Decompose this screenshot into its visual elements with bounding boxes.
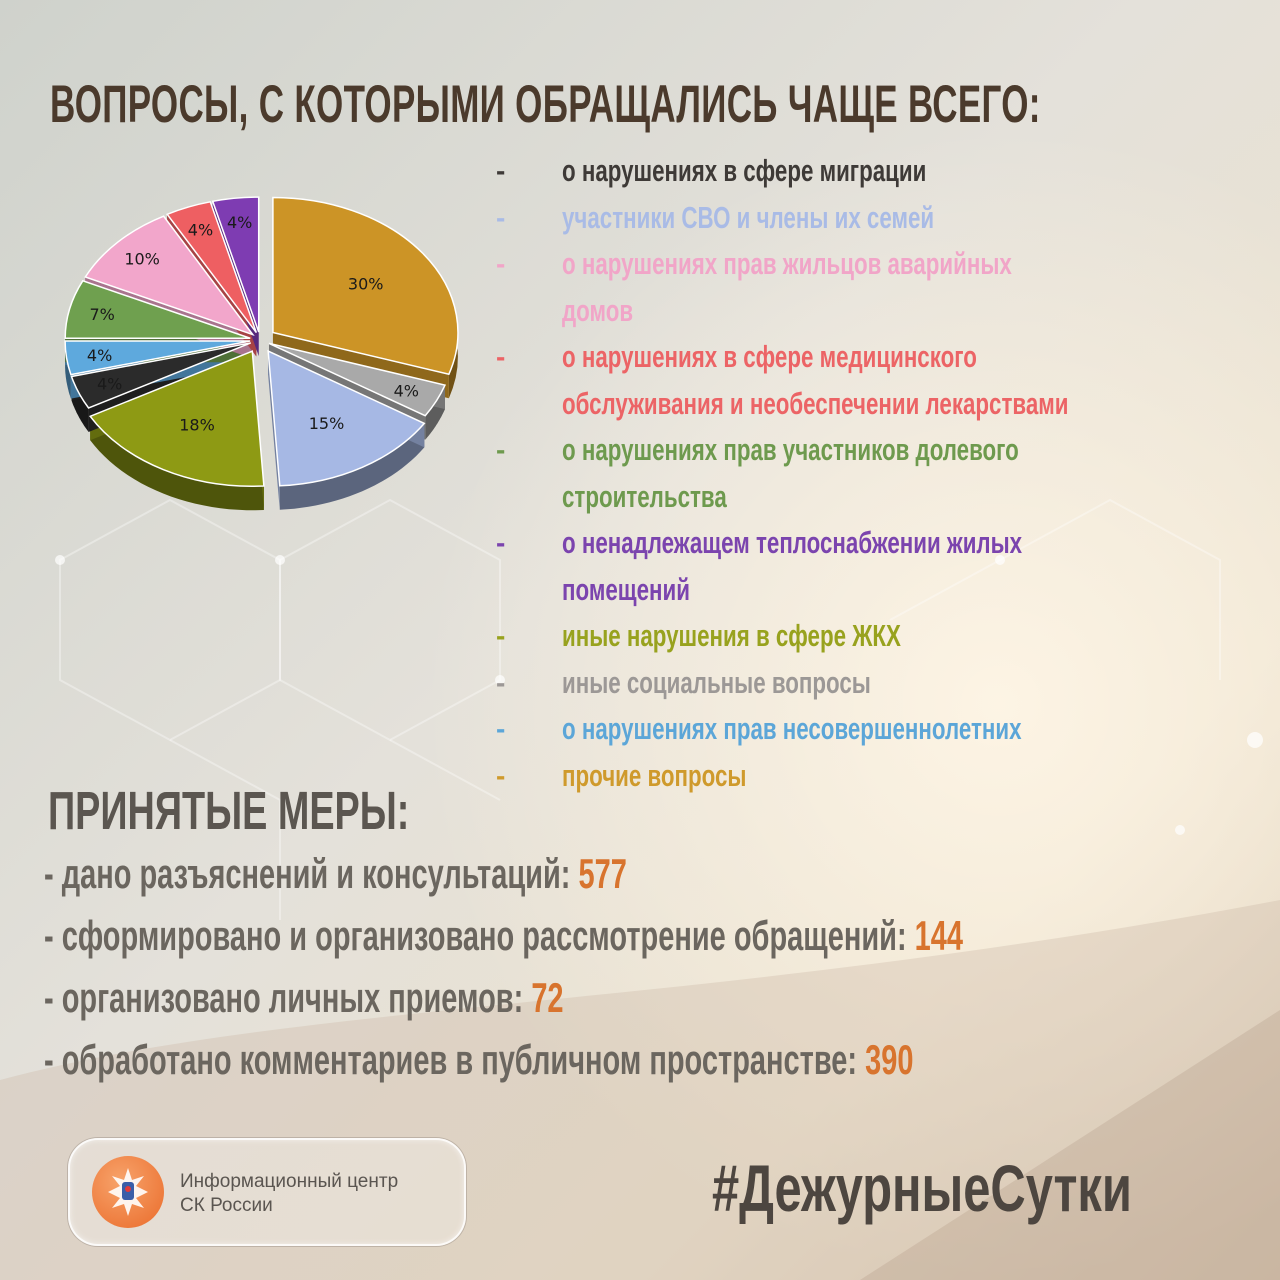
legend-dash: - [496,527,506,558]
pie-slice-label: 30% [348,274,384,293]
pie-slice [89,350,265,488]
logo-text-line1: Информационный центр [180,1171,399,1192]
legend-label: участники СВО и члены их семей [562,195,1072,242]
pie-slice-label: 4% [188,221,213,240]
measure-line: - обработано комментариев в публичном пр… [44,1036,913,1084]
legend-label: иные нарушения в сфере ЖКХ [562,613,1072,660]
legend-dash: - [496,620,506,651]
pie-slice-label: 4% [227,213,252,232]
logo-badge: Информационный центр СК России [68,1138,466,1246]
legend-label: о ненадлежащем теплоснабжении жилых помещ… [562,520,1072,613]
pie-slice-side [90,416,264,511]
legend-label-line: обслуживания и необеспечении лекарствами [562,385,1069,421]
legend-label: о нарушениях в сфере медицинского обслужи… [562,334,1072,427]
legend-label-line: помещений [562,571,690,607]
pie-slice [64,279,251,340]
legend-item: - о нарушениях в сфере медицинского обслуж… [490,334,1270,427]
legend-dash: - [496,713,506,744]
measure-value: 577 [578,850,627,897]
pie-slice-label: 10% [124,250,160,269]
legend-item: - о нарушениях прав участников долевого ст… [490,427,1270,520]
legend-label-line: участники СВО и члены их семей [562,199,935,235]
legend-dash: - [496,434,506,465]
pie-slice-label: 4% [394,382,419,401]
legend-dash: - [496,759,506,791]
legend-label-line: о нарушениях в сфере медицинского [562,339,977,374]
legend-item: - прочие вопросы [490,753,1270,800]
legend-label: иные социальные вопросы [562,660,1072,707]
legend-label-line: о нарушениях в сфере миграции [562,153,927,188]
legend-label-line: иные нарушения в сфере ЖКХ [562,618,901,653]
legend-label-line: иные социальные вопросы [562,664,871,700]
measure-line: - сформировано и организовано рассмотрен… [44,912,963,960]
legend-item: - о ненадлежащем теплоснабжении жилых поме… [490,520,1270,613]
legend-label-line: строительства [562,478,727,514]
legend-label-line: о ненадлежащем теплоснабжении жилых [562,525,1023,560]
legend: - о нарушениях в сфере миграции - участники… [490,148,1270,799]
pie-chart: 30% 4% 15% 18% 4% 4% 7% 10% 4% 4% [64,196,459,511]
measures-title: ПРИНЯТЫЕ МЕРЫ: [48,781,410,841]
pie-slice [267,349,426,487]
legend-dash: - [496,201,506,233]
legend-label: о нарушениях прав участников долевого стр… [562,427,1072,520]
emblem-icon [92,1156,164,1228]
measure-text: - сформировано и организовано рассмотрен… [44,912,915,959]
legend-label-line: о нарушениях прав несовершеннолетних [562,711,1022,746]
pie-slice-label: 4% [87,346,112,365]
measure-line: - дано разъяснений и консультаций: 577 [44,850,627,898]
legend-item: - о нарушениях прав несовершеннолетних [490,706,1270,753]
pie-slice [70,342,251,409]
measure-text: - дано разъяснений и консультаций: [44,850,579,897]
pie-slice [211,196,260,333]
measure-line: - организовано личных приемов: 72 [44,974,564,1022]
legend-item: - иные социальные вопросы [490,660,1270,707]
legend-item: - о нарушениях прав жильцов аварийных дом… [490,241,1270,334]
measure-value: 72 [531,974,564,1021]
legend-label: о нарушениях в сфере миграции [562,148,1072,195]
legend-label: прочие вопросы [562,753,1072,800]
pie-slice-label: 4% [97,375,122,394]
legend-item: - о нарушениях в сфере миграции [490,148,1270,195]
pie-slice-label: 18% [179,416,215,435]
pie-slice-side [65,341,71,399]
pie-slice-side [279,423,425,510]
legend-label-line: прочие вопросы [562,757,747,793]
legend-label-line: о нарушениях прав жильцов аварийных домо… [562,246,1012,328]
measure-text: - организовано личных приемов: [44,974,532,1021]
pie-slice-label: 15% [309,414,345,433]
pie-slice [64,340,251,376]
logo-text-line2: СК России [180,1195,273,1216]
legend-label: о нарушениях прав жильцов аварийных домо… [562,241,1072,334]
hashtag: #ДежурныеСутки [712,1151,1132,1225]
page-title: ВОПРОСЫ, С КОТОРЫМИ ОБРАЩАЛИСЬ ЧАЩЕ ВСЕГ… [50,75,1041,134]
legend-item: - иные нарушения в сфере ЖКХ [490,613,1270,660]
legend-dash: - [496,341,506,372]
pie-slice [272,196,459,376]
legend-label-line: о нарушениях прав участников долевого [562,432,1019,467]
legend-dash: - [496,666,506,698]
legend-item: - участники СВО и члены их семей [490,195,1270,242]
legend-dash: - [496,155,506,186]
pie-slice [166,200,258,334]
legend-dash: - [496,248,506,279]
pie-slice-label: 7% [90,305,115,324]
pie-slice [268,342,447,417]
pie-slice [84,215,255,337]
measure-value: 390 [865,1036,914,1083]
measure-text: - обработано комментариев в публичном пр… [44,1036,866,1083]
measure-value: 144 [914,912,964,959]
legend-label: о нарушениях прав несовершеннолетних [562,706,1072,753]
